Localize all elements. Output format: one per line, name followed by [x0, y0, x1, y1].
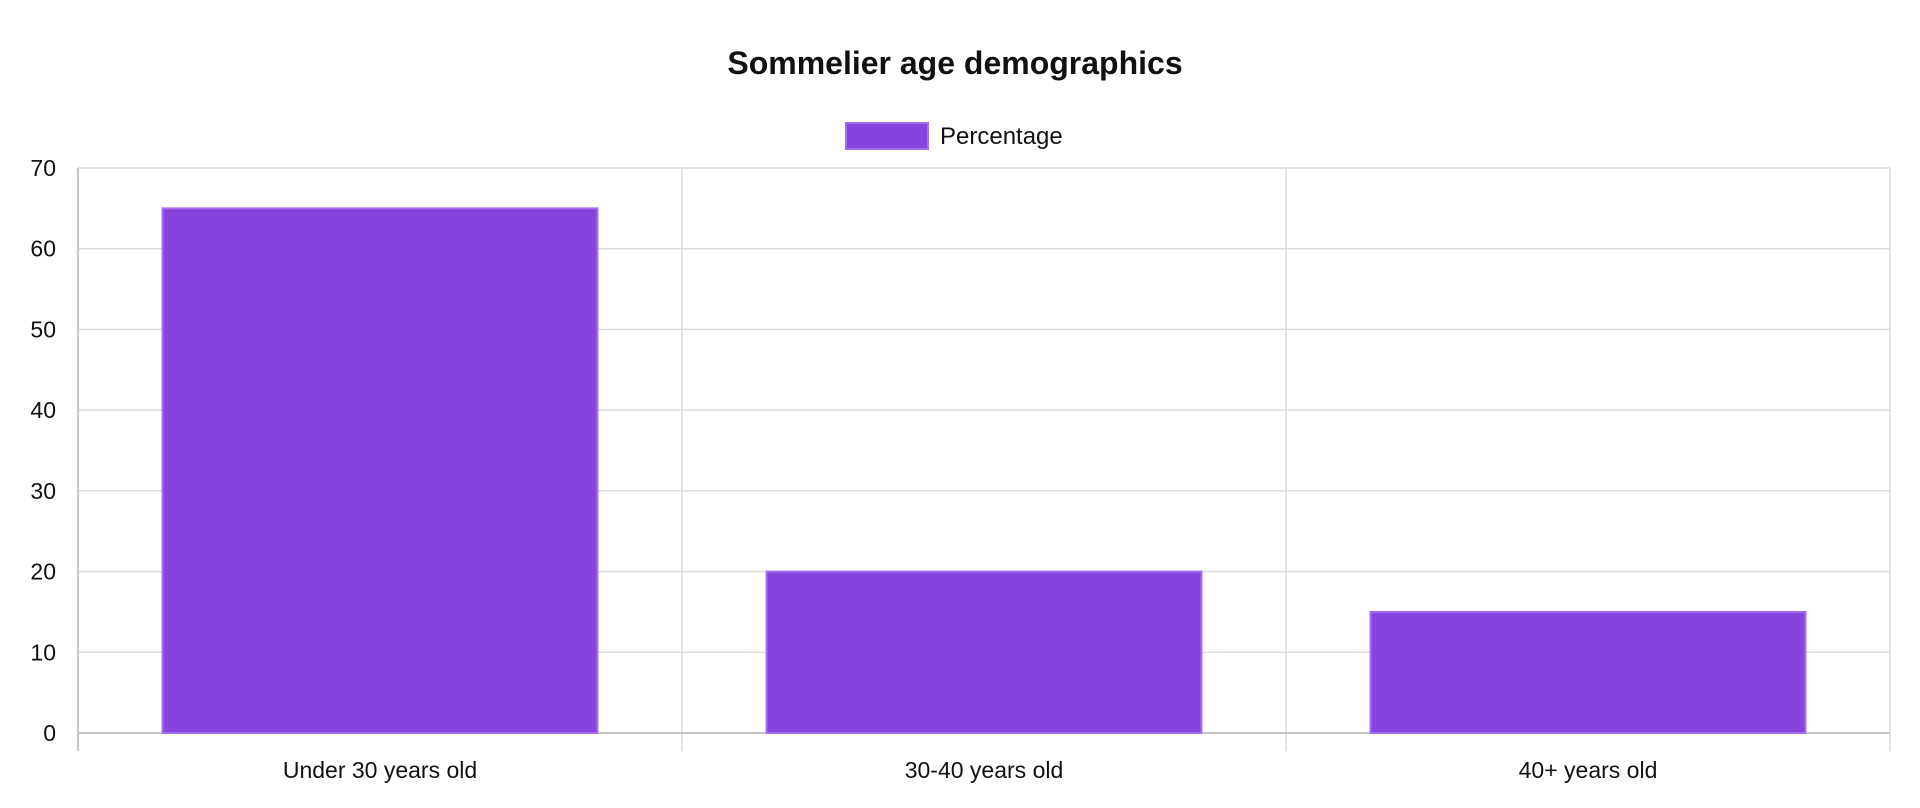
legend-label: Percentage — [940, 123, 1063, 150]
chart-title: Sommelier age demographics — [727, 45, 1182, 81]
y-tick-label: 30 — [30, 478, 56, 504]
x-tick-label: Under 30 years old — [283, 757, 477, 783]
y-tick-label: 10 — [30, 639, 56, 665]
y-tick-label: 70 — [30, 155, 56, 181]
bar[interactable] — [765, 570, 1203, 734]
bar[interactable] — [161, 207, 599, 735]
legend[interactable]: Percentage — [845, 122, 1063, 150]
y-tick-label: 50 — [30, 316, 56, 342]
y-tick-label: 60 — [30, 236, 56, 262]
bar[interactable] — [1369, 610, 1807, 735]
legend-swatch — [845, 122, 929, 150]
bars — [161, 207, 1807, 735]
y-tick-label: 20 — [30, 559, 56, 585]
y-axis-ticks: 0 10 20 30 40 50 60 70 — [30, 155, 56, 746]
y-tick-label: 40 — [30, 397, 56, 423]
x-axis-ticks: Under 30 years old 30-40 years old 40+ yea… — [283, 757, 1658, 783]
y-tick-label: 0 — [43, 720, 56, 746]
x-tick-label: 30-40 years old — [905, 757, 1064, 783]
x-tick-label: 40+ years old — [1519, 757, 1658, 783]
